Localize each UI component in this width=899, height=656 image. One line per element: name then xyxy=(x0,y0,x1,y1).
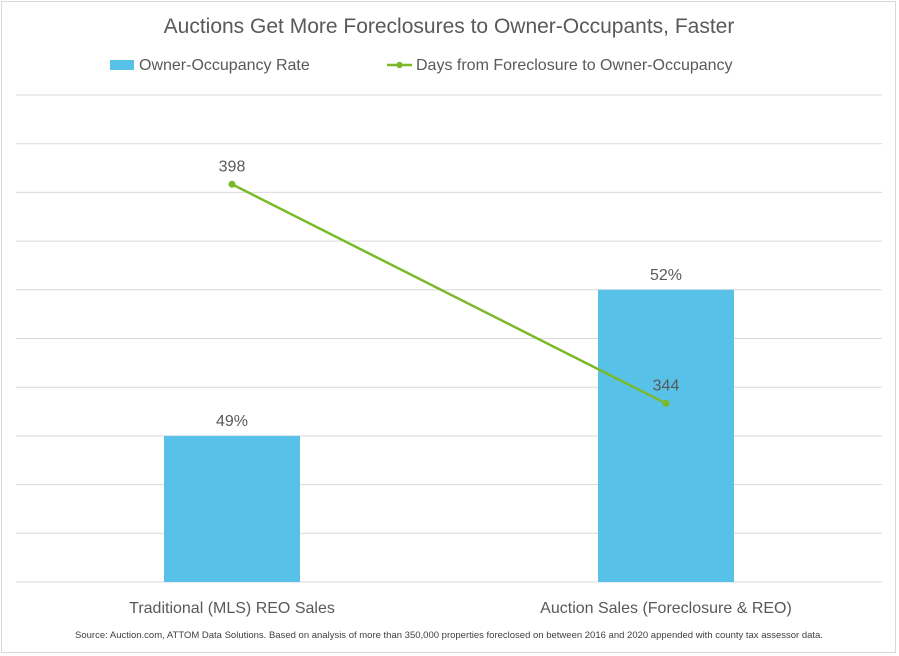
bar xyxy=(164,435,300,582)
bar-value-label: 52% xyxy=(650,267,682,284)
legend: Owner-Occupancy Rate Days from Foreclosu… xyxy=(110,57,733,74)
line-point xyxy=(228,180,236,188)
gridlines xyxy=(16,94,882,583)
line-value-label: 398 xyxy=(219,158,246,175)
line-point xyxy=(662,399,670,407)
legend-label-bar: Owner-Occupancy Rate xyxy=(139,57,310,74)
source-note: Source: Auction.com, ATTOM Data Solution… xyxy=(75,630,823,641)
bar xyxy=(598,289,734,582)
x-tick-label: Traditional (MLS) REO Sales xyxy=(129,600,335,617)
chart-title: Auctions Get More Foreclosures to Owner-… xyxy=(164,15,735,38)
legend-label-line: Days from Foreclosure to Owner-Occupancy xyxy=(416,57,733,74)
legend-swatch-marker xyxy=(396,61,403,69)
line-series xyxy=(228,180,670,407)
x-tick-label: Auction Sales (Foreclosure & REO) xyxy=(540,600,792,617)
legend-swatch-bar xyxy=(110,60,134,70)
bars xyxy=(164,289,734,582)
data-labels: 49% 52% 398 344 xyxy=(216,158,682,430)
bar-value-label: 49% xyxy=(216,413,248,430)
series-line xyxy=(231,183,667,405)
x-axis-labels: Traditional (MLS) REO Sales Auction Sales… xyxy=(129,600,792,617)
line-value-label: 344 xyxy=(653,377,680,394)
